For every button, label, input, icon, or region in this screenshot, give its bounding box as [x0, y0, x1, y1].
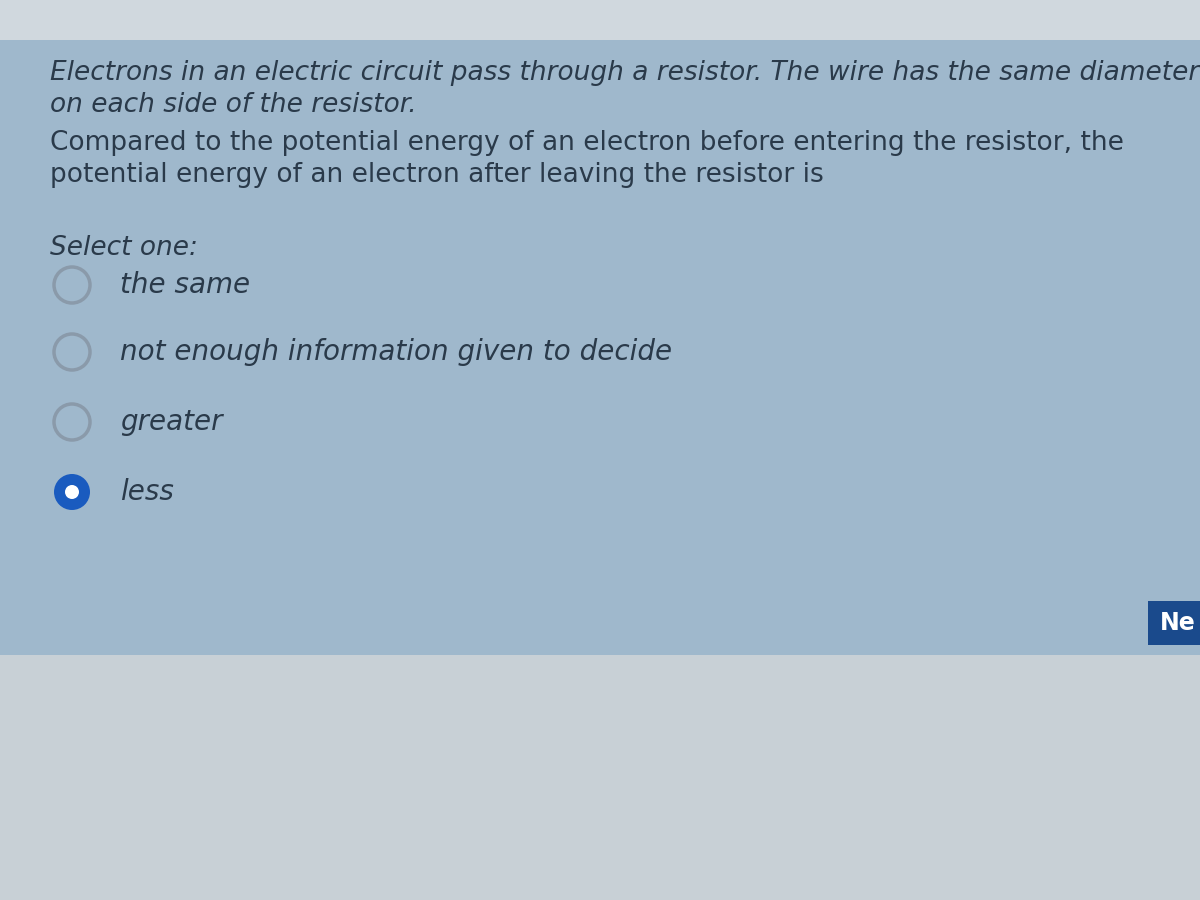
Text: Compared to the potential energy of an electron before entering the resistor, th: Compared to the potential energy of an e…: [50, 130, 1124, 156]
Text: on each side of the resistor.: on each side of the resistor.: [50, 92, 416, 118]
FancyBboxPatch shape: [1148, 601, 1200, 645]
Text: the same: the same: [120, 271, 250, 299]
FancyBboxPatch shape: [0, 0, 1200, 40]
FancyBboxPatch shape: [0, 40, 1200, 655]
Text: greater: greater: [120, 408, 222, 436]
Text: Select one:: Select one:: [50, 235, 198, 261]
Text: not enough information given to decide: not enough information given to decide: [120, 338, 672, 366]
Text: Ne: Ne: [1160, 611, 1195, 635]
Text: Electrons in an electric circuit pass through a resistor. The wire has the same : Electrons in an electric circuit pass th…: [50, 60, 1199, 86]
Text: less: less: [120, 478, 174, 506]
Circle shape: [54, 474, 90, 510]
Circle shape: [65, 485, 79, 499]
Text: potential energy of an electron after leaving the resistor is: potential energy of an electron after le…: [50, 162, 823, 188]
FancyBboxPatch shape: [0, 655, 1200, 900]
